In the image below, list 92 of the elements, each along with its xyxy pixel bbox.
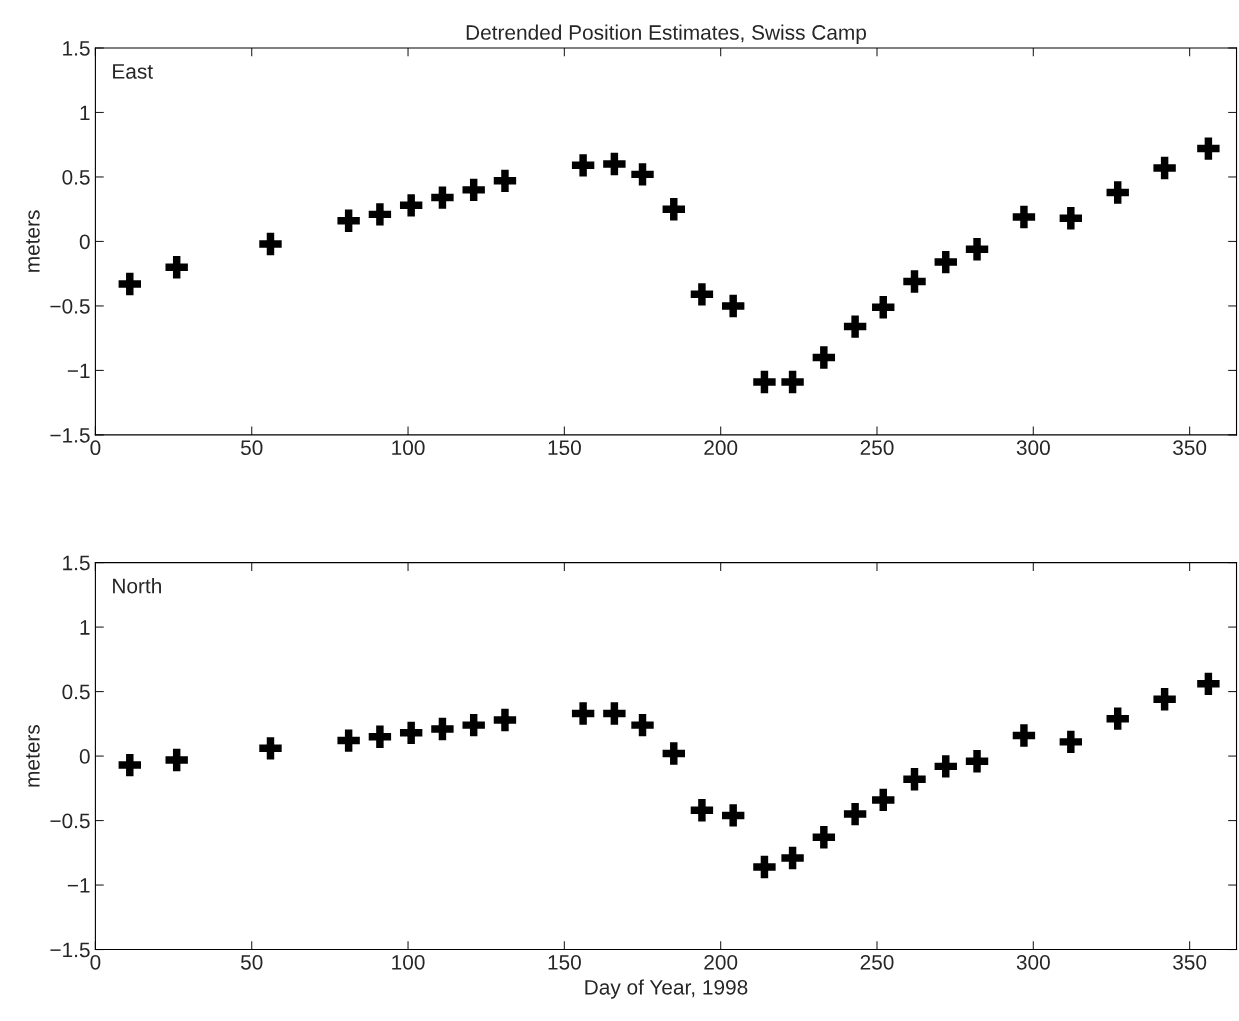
point bbox=[603, 152, 626, 176]
x-tick-label: 100 bbox=[392, 440, 425, 456]
x-tick-label: 50 bbox=[240, 440, 263, 456]
y-axis-title: meters bbox=[26, 724, 40, 787]
point bbox=[368, 203, 392, 226]
point bbox=[781, 846, 804, 870]
point bbox=[872, 296, 895, 319]
point bbox=[812, 346, 836, 369]
y-tick-label: −1 bbox=[67, 878, 90, 893]
point bbox=[903, 270, 926, 293]
point bbox=[631, 163, 654, 186]
point bbox=[1012, 724, 1036, 747]
point bbox=[603, 702, 626, 725]
y-axis-title: meters bbox=[26, 210, 40, 272]
y-tick-label: 1.5 bbox=[63, 41, 90, 56]
chart-title: Detrended Position Estimates, Swiss Camp bbox=[466, 24, 866, 44]
point bbox=[965, 237, 989, 261]
y-tick-label: −0.5 bbox=[50, 813, 90, 829]
point bbox=[118, 272, 141, 296]
x-tick-label: 350 bbox=[1173, 440, 1207, 456]
point bbox=[399, 721, 423, 745]
x-tick-label: 300 bbox=[1016, 954, 1050, 970]
point bbox=[368, 725, 392, 748]
annotation: East bbox=[113, 64, 153, 79]
point bbox=[812, 826, 836, 849]
x-tick-label: 0 bbox=[90, 954, 101, 970]
point bbox=[399, 194, 423, 217]
point bbox=[1059, 207, 1083, 230]
x-tick-label: 200 bbox=[704, 954, 738, 970]
x-tick-label: 250 bbox=[860, 440, 894, 456]
point bbox=[1197, 672, 1220, 696]
x-tick-label: 0 bbox=[90, 440, 101, 456]
y-tick-label: −1 bbox=[67, 363, 90, 378]
x-tick-label: 150 bbox=[548, 440, 581, 456]
point bbox=[662, 198, 685, 221]
point bbox=[1106, 707, 1129, 730]
point bbox=[259, 232, 282, 256]
x-axis-title: Day of Year, 1998 bbox=[585, 979, 748, 999]
point bbox=[1153, 688, 1176, 711]
point bbox=[1012, 205, 1036, 229]
point bbox=[1153, 156, 1176, 180]
point bbox=[431, 717, 454, 741]
point bbox=[721, 804, 745, 827]
point bbox=[1106, 181, 1129, 204]
point bbox=[1059, 730, 1083, 754]
point bbox=[690, 799, 714, 822]
x-tick-label: 350 bbox=[1173, 954, 1207, 970]
point bbox=[1197, 137, 1220, 160]
x-tick-label: 100 bbox=[392, 954, 425, 970]
x-tick-label: 50 bbox=[240, 954, 263, 970]
y-tick-label: 0.5 bbox=[62, 169, 90, 185]
point bbox=[118, 753, 141, 777]
y-tick-label: 0 bbox=[79, 749, 90, 764]
point bbox=[337, 209, 360, 233]
y-tick-label: −0.5 bbox=[50, 298, 90, 314]
y-tick-label: 1 bbox=[80, 105, 90, 121]
annotation: North bbox=[113, 578, 161, 594]
point bbox=[337, 729, 360, 752]
point bbox=[934, 250, 957, 274]
y-tick-label: −1.5 bbox=[50, 942, 90, 958]
point bbox=[781, 370, 804, 394]
point bbox=[903, 768, 926, 791]
point bbox=[753, 855, 776, 879]
y-tick-label: 0 bbox=[79, 234, 90, 250]
x-tick-label: 200 bbox=[704, 440, 738, 456]
point bbox=[571, 154, 595, 177]
point bbox=[872, 788, 895, 812]
point bbox=[431, 186, 454, 209]
point bbox=[259, 737, 282, 760]
y-tick-label: 0.5 bbox=[62, 684, 90, 700]
point bbox=[843, 802, 867, 826]
x-tick-label: 150 bbox=[548, 954, 581, 970]
point bbox=[721, 294, 745, 318]
y-tick-label: 1.5 bbox=[63, 555, 90, 571]
point bbox=[690, 283, 714, 306]
x-tick-label: 300 bbox=[1016, 440, 1050, 456]
point bbox=[493, 169, 517, 193]
point bbox=[965, 750, 989, 773]
point bbox=[934, 755, 957, 778]
y-tick-label: −1.5 bbox=[50, 428, 90, 443]
point bbox=[843, 315, 867, 338]
point bbox=[165, 748, 188, 772]
point bbox=[631, 713, 654, 737]
point bbox=[571, 702, 595, 725]
x-tick-label: 250 bbox=[860, 954, 894, 970]
point bbox=[493, 708, 517, 732]
point bbox=[462, 178, 485, 202]
point bbox=[753, 370, 776, 394]
point bbox=[662, 742, 685, 765]
point bbox=[165, 256, 188, 279]
point bbox=[462, 713, 485, 737]
y-tick-label: 1 bbox=[80, 620, 90, 635]
